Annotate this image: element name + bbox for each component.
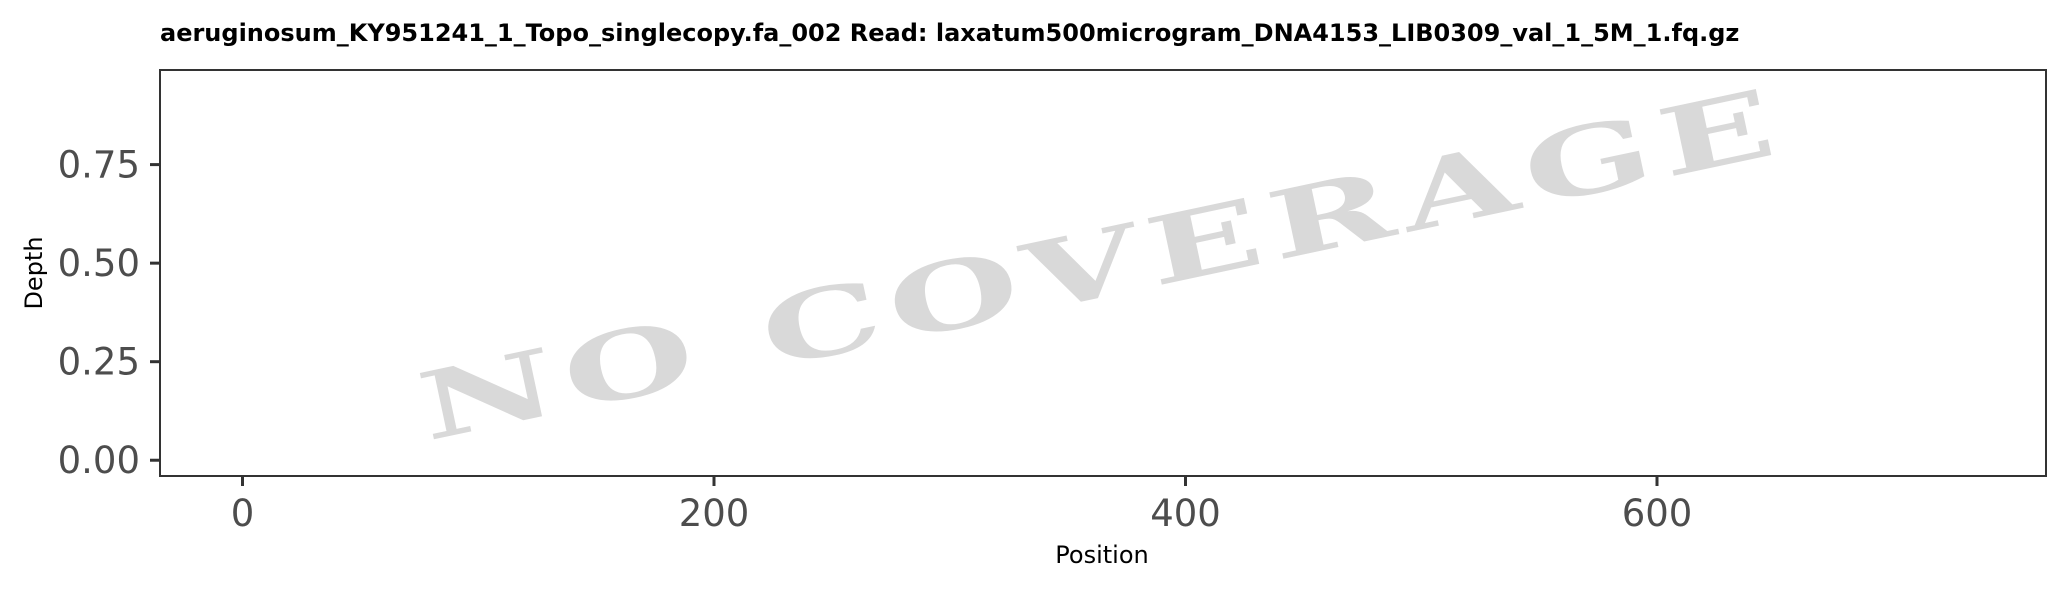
x-tick-label: 200 bbox=[679, 492, 750, 535]
plot-area bbox=[159, 69, 2047, 477]
x-axis-ticks: 0 200 400 600 bbox=[231, 476, 1693, 535]
x-tick-label: 400 bbox=[1150, 492, 1221, 535]
y-tick-label: 0.50 bbox=[58, 242, 140, 285]
y-axis-label: Depth bbox=[20, 236, 48, 309]
y-tick-label: 0.00 bbox=[58, 439, 140, 482]
x-axis-label: Position bbox=[1055, 541, 1148, 569]
y-tick-label: 0.75 bbox=[58, 144, 140, 187]
y-axis-ticks: 0.00 0.25 0.50 0.75 bbox=[58, 144, 160, 482]
x-tick-label: 600 bbox=[1622, 492, 1693, 535]
chart-title: aeruginosum_KY951241_1_Topo_singlecopy.f… bbox=[160, 19, 1739, 47]
y-tick-label: 0.25 bbox=[58, 341, 140, 384]
x-tick-label: 0 bbox=[231, 492, 255, 535]
